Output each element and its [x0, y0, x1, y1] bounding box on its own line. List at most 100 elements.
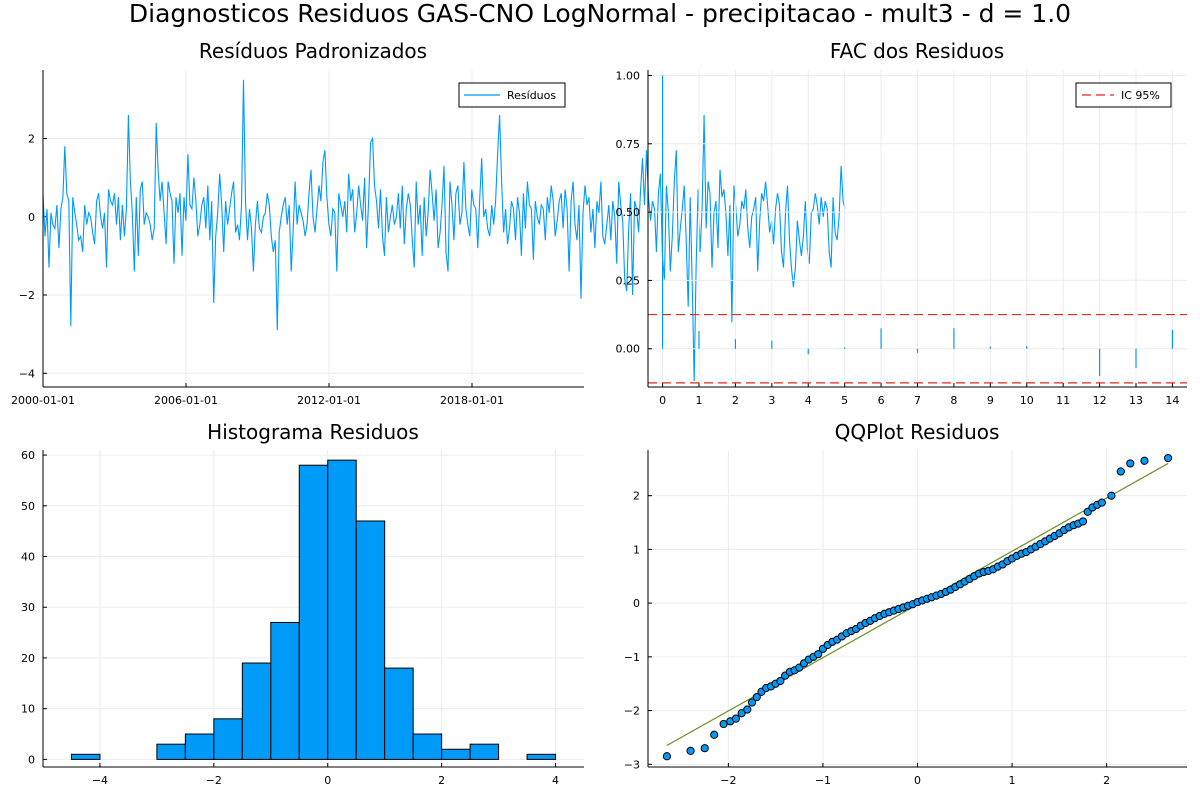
- figure-suptitle: Diagnosticos Residuos GAS-CNO LogNormal …: [129, 0, 1071, 28]
- qqplot-x-tick-label: 1: [1009, 774, 1016, 787]
- qqplot-point: [731, 714, 741, 723]
- acf-x-tick-label: 8: [950, 394, 957, 407]
- histogram-x-tick-label: 0: [324, 774, 331, 787]
- acf-legend: IC 95%: [1075, 82, 1172, 108]
- acf-legend-label: IC 95%: [1121, 89, 1160, 102]
- acf-x-tick-label: 9: [987, 394, 994, 407]
- qqplot-point: [1097, 498, 1106, 507]
- qqplot-point: [1107, 491, 1116, 500]
- acf-x-tick-label: 2: [732, 394, 739, 407]
- qqplot-point: [710, 730, 719, 739]
- histogram-bar: [327, 459, 357, 760]
- qqplot-y-tick-label: 2: [633, 490, 640, 503]
- qqplot-x-tick-label: 2: [1103, 774, 1110, 787]
- residuals-y-tick-label: −4: [19, 367, 35, 380]
- residuals-x-tick-label: 2006-01-01: [154, 394, 218, 407]
- qqplot-y-tick-label: −1: [624, 651, 640, 664]
- acf-x-tick-label: 10: [1020, 394, 1034, 407]
- residuals-series-line: [42, 79, 846, 382]
- acf-x-tick-label: 5: [841, 394, 848, 407]
- qqplot-point: [1163, 453, 1173, 463]
- acf-panel: FAC dos Residuos 0.000.250.500.751.000 1 2…: [616, 39, 1187, 407]
- histogram-y-tick-label: 20: [21, 652, 35, 665]
- histogram-bar: [156, 743, 186, 760]
- histogram-x-tick-label: −4: [92, 774, 108, 787]
- histogram-bar: [441, 748, 471, 760]
- histogram-x-tick-label: 4: [552, 774, 559, 787]
- qqplot-panel: QQPlot Residuos −3 −2 −1 0 1 2 −2 −1 0 1 2: [624, 420, 1187, 787]
- qqplot-point: [662, 752, 672, 761]
- acf-y-tick-label: 0.50: [616, 206, 641, 219]
- residuals-legend-box: [458, 82, 566, 108]
- histogram-bar: [355, 520, 386, 760]
- qqplot-x-tick-label: −1: [815, 774, 831, 787]
- residuals-title: Resíduos Padronizados: [199, 39, 427, 63]
- acf-y-tick-label: 0.00: [616, 343, 641, 356]
- histogram-bar: [526, 753, 557, 760]
- qqplot-point: [1116, 467, 1125, 476]
- acf-x-tick-label: 0: [659, 394, 666, 407]
- histogram-y-tick-label: 40: [21, 551, 35, 564]
- qqplot-y-tick-label: 0: [633, 597, 640, 610]
- histogram-bar: [298, 464, 329, 760]
- acf-x-tick-label: 12: [1093, 394, 1107, 407]
- qqplot-y-tick-label: −3: [624, 758, 640, 771]
- qqplot-point: [814, 650, 823, 659]
- histogram-bar: [412, 733, 443, 760]
- acf-x-tick-label: 1: [695, 394, 702, 407]
- residuals-y-tick-label: 2: [28, 132, 35, 145]
- qqplot-point: [747, 698, 757, 707]
- qqplot-y-tick-label: −2: [624, 705, 640, 718]
- acf-title: FAC dos Residuos: [830, 39, 1004, 63]
- qqplot-point: [719, 719, 728, 729]
- qqplot-point: [700, 744, 709, 753]
- qqplot-point: [1078, 517, 1088, 526]
- qqplot-point: [752, 693, 761, 702]
- histogram-y-tick-label: 50: [21, 500, 35, 513]
- acf-x-tick-label: 13: [1129, 394, 1143, 407]
- qqplot-point: [1126, 459, 1135, 468]
- acf-x-tick-label: 14: [1165, 394, 1179, 407]
- histogram-bar: [241, 662, 272, 760]
- acf-x-tick-label: 11: [1056, 394, 1070, 407]
- acf-y-tick-label: 1.00: [616, 69, 641, 82]
- histogram-y-tick-label: 10: [21, 703, 35, 716]
- histogram-y-tick-label: 60: [21, 449, 35, 462]
- qqplot-title: QQPlot Residuos: [835, 420, 1000, 444]
- qqplot-x-tick-label: 0: [914, 774, 921, 787]
- histogram-panel: Histograma Residuos 0 10 20 30 40 50 60 −4 −2 0 2 4: [21, 420, 584, 787]
- histogram-y-tick-label: 0: [28, 753, 35, 766]
- acf-x-tick-label: 3: [768, 394, 775, 407]
- residuals-x-tick-label: 2000-01-01: [11, 394, 75, 407]
- histogram-x-tick-label: 2: [438, 774, 445, 787]
- qqplot-y-tick-label: 1: [633, 543, 640, 556]
- qqplot-x-tick-label: −2: [720, 774, 736, 787]
- acf-x-tick-label: 4: [805, 394, 812, 407]
- qqplot-point: [686, 746, 695, 755]
- histogram-bar: [469, 743, 500, 760]
- acf-x-tick-label: 6: [878, 394, 885, 407]
- residuals-x-tick-label: 2018-01-01: [440, 394, 504, 407]
- acf-y-tick-label: 0.75: [616, 138, 641, 151]
- acf-x-tick-label: 7: [914, 394, 921, 407]
- residuals-y-tick-label: 0: [28, 211, 35, 224]
- histogram-bar: [213, 718, 243, 760]
- acf-legend-box: [1075, 82, 1172, 108]
- residuals-y-tick-label: −2: [19, 289, 35, 302]
- histogram-y-tick-label: 30: [21, 601, 35, 614]
- residuals-legend-label: Resíduos: [507, 89, 556, 102]
- qqplot-point: [737, 709, 746, 718]
- residuals-x-tick-label: 2012-01-01: [297, 394, 361, 407]
- histogram-bar: [270, 621, 300, 760]
- acf-y-tick-label: 0.25: [616, 274, 641, 287]
- histogram-x-tick-label: −2: [206, 774, 222, 787]
- qqplot-point: [1140, 456, 1149, 465]
- qqplot-point: [776, 676, 785, 686]
- histogram-bar: [384, 667, 414, 760]
- qqplot-point: [743, 705, 752, 714]
- histogram-title: Histograma Residuos: [207, 420, 419, 444]
- residuals-legend: Resíduos: [458, 82, 566, 108]
- histogram-bar: [184, 733, 215, 760]
